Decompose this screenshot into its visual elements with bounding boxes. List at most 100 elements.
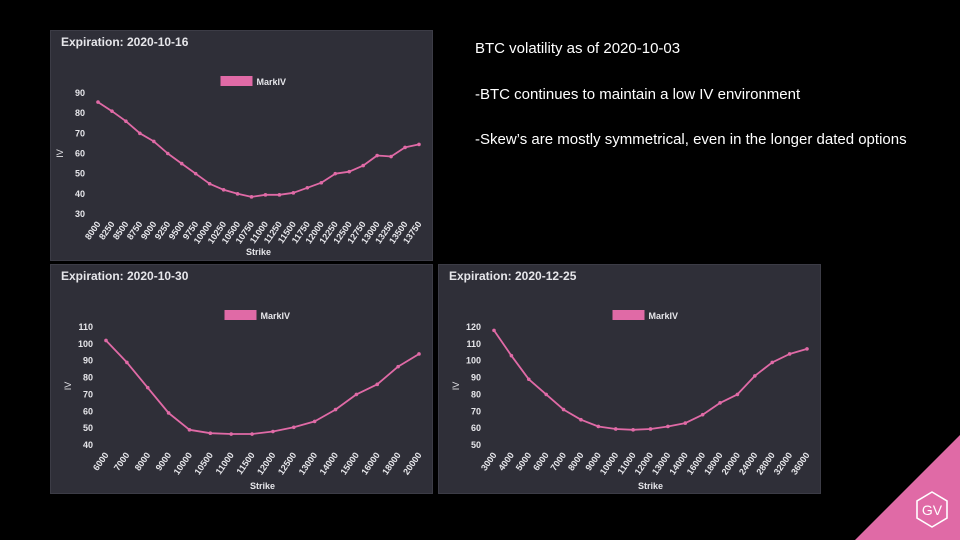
y-tick-label: 80 [471, 389, 481, 399]
data-point [333, 171, 338, 176]
series-line-markiv [97, 101, 420, 198]
x-tick-label: 6000 [91, 450, 111, 472]
data-point [509, 353, 514, 358]
series-line-markiv [493, 329, 808, 431]
x-tick-label: 8000 [133, 450, 153, 472]
data-point [648, 427, 653, 431]
x-tick-label: 7000 [549, 450, 569, 472]
chart-title: Expiration: 2020-10-30 [61, 269, 189, 283]
data-point [166, 411, 171, 415]
data-point [250, 432, 254, 436]
x-tick-label: 10500 [192, 450, 215, 476]
x-axis-label: Strike [638, 481, 663, 491]
x-tick-label: 6000 [531, 450, 551, 472]
chart-panel-3: Expiration: 2020-12-25 MarkIV 50 60 70 80 90 1… [438, 264, 821, 494]
data-point [277, 193, 282, 197]
chart-svg-3: MarkIV 50 60 70 80 90 100 110 120 IV 3000400050006… [451, 310, 812, 491]
data-point [138, 131, 142, 136]
chart-title: Expiration: 2020-12-25 [449, 269, 577, 283]
data-point [152, 139, 156, 144]
x-tick-label: 5000 [514, 450, 534, 472]
y-tick-label: 80 [83, 373, 93, 383]
x-tick-label: 10000 [172, 450, 195, 476]
y-tick-label: 60 [83, 406, 93, 416]
logo-text: GV [922, 502, 943, 518]
y-tick-label: 70 [471, 406, 481, 416]
chart-svg-1: MarkIV30405060708090IV800082508500875090… [55, 76, 424, 257]
data-point [396, 364, 400, 369]
data-point [805, 347, 809, 351]
notes-title: BTC volatility as of 2020-10-03 [475, 40, 681, 57]
legend-swatch [224, 310, 257, 320]
data-point [561, 407, 566, 412]
x-axis-label: Strike [250, 481, 275, 491]
legend-label: MarkIV [257, 77, 287, 87]
y-tick-label: 90 [75, 88, 85, 98]
data-point [333, 407, 338, 412]
notes-line-2: -Skew’s are mostly symmetrical, even in … [475, 131, 907, 148]
data-point [291, 191, 296, 195]
y-tick-label: 120 [466, 322, 481, 332]
data-point [787, 352, 792, 356]
data-point [187, 428, 192, 432]
data-point [124, 119, 128, 124]
data-point [263, 193, 268, 197]
data-point [312, 419, 317, 424]
chart-svg-2: MarkIV 40 50 60 70 80 90 100 110 IV 6000 7000 8000 90… [63, 310, 424, 491]
y-tick-label: 30 [75, 209, 85, 219]
data-point [347, 169, 352, 174]
x-tick-label: 3000 [479, 450, 499, 472]
data-point [193, 171, 198, 176]
data-point [207, 181, 212, 186]
notes-line-1: -BTC continues to maintain a low IV envi… [475, 86, 801, 103]
legend-swatch [220, 76, 253, 86]
data-point [292, 425, 296, 430]
data-point [718, 401, 722, 405]
data-point [666, 424, 670, 429]
data-point [375, 153, 379, 158]
y-tick-label: 70 [75, 128, 85, 138]
series-line-markiv [105, 339, 420, 435]
data-point [271, 429, 275, 434]
x-tick-label: 20000 [401, 450, 424, 476]
legend-label: MarkIV [649, 311, 679, 321]
data-point [631, 428, 635, 432]
chart-title: Expiration: 2020-10-16 [61, 35, 189, 49]
data-point [229, 432, 233, 436]
y-tick-label: 60 [75, 149, 85, 159]
legend-label: MarkIV [261, 311, 291, 321]
data-point [596, 424, 601, 429]
data-point [389, 154, 393, 159]
data-point [319, 180, 324, 185]
data-point [235, 192, 240, 196]
y-tick-label: 50 [83, 423, 93, 433]
data-point [125, 360, 129, 365]
data-point [104, 338, 108, 343]
chart-panel-2: Expiration: 2020-10-30 MarkIV 40 50 60 70 80 9… [50, 264, 433, 494]
y-tick-label: 60 [471, 423, 481, 433]
x-tick-label: 18000 [380, 450, 403, 476]
x-tick-label: 4000 [496, 450, 516, 472]
data-point [96, 100, 100, 104]
y-tick-label: 70 [83, 389, 93, 399]
chart-panel-1: Expiration: 2020-10-16 MarkIV 30 40 50 60 70 8… [50, 30, 433, 261]
y-axis-label: IV [451, 382, 461, 391]
data-point [361, 163, 365, 168]
data-point [179, 161, 184, 166]
data-point [770, 360, 775, 365]
data-point [579, 417, 583, 422]
y-tick-label: 100 [466, 356, 481, 366]
data-point [613, 427, 618, 431]
y-tick-label: 110 [466, 339, 481, 349]
y-tick-label: 40 [75, 189, 85, 199]
x-tick-label: 12000 [255, 450, 278, 476]
y-axis-label: IV [55, 149, 65, 158]
x-tick-label: 11500 [234, 450, 256, 476]
corner-triangle [855, 435, 960, 540]
data-point [375, 382, 380, 387]
data-point [683, 421, 688, 425]
data-point [700, 412, 705, 417]
x-axis-label: Strike [246, 247, 271, 257]
data-point [544, 392, 548, 397]
x-tick-label: 16000 [359, 450, 382, 476]
